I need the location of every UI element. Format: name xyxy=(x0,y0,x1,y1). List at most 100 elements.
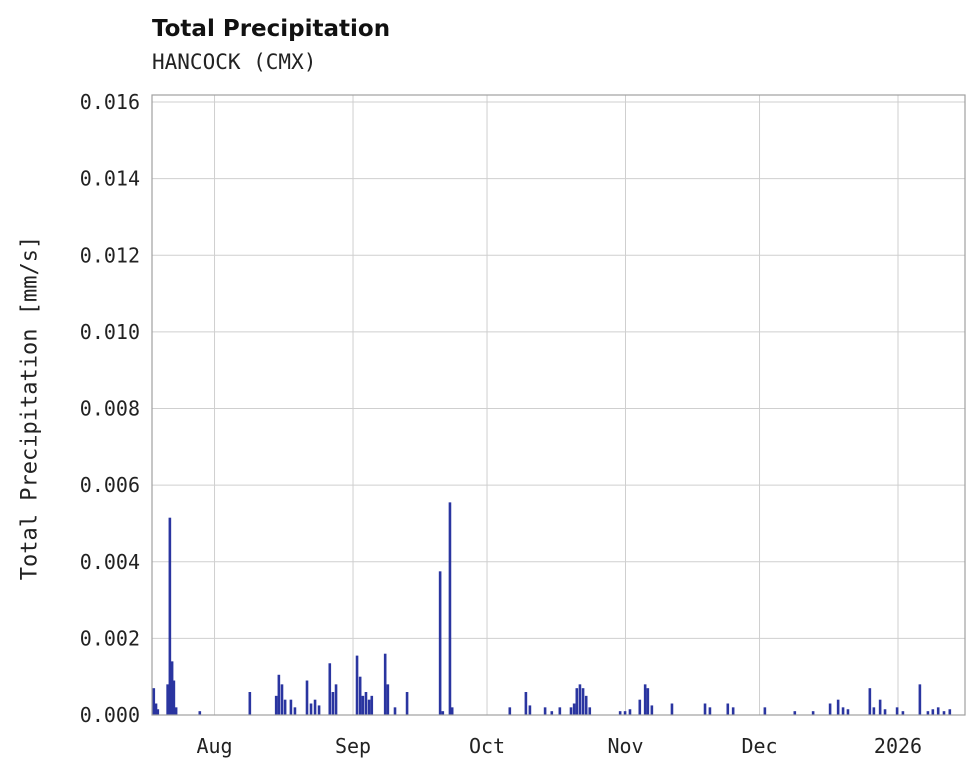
y-tick-label: 0.000 xyxy=(80,703,140,727)
precip-bar xyxy=(166,684,169,715)
precip-bar xyxy=(174,707,178,715)
precip-bar xyxy=(811,711,815,715)
precip-bar xyxy=(926,711,930,715)
y-tick-label: 0.002 xyxy=(80,626,140,650)
precip-bar xyxy=(283,699,287,715)
x-tick-label: Sep xyxy=(335,734,371,758)
plot-area xyxy=(152,95,965,715)
plot-border xyxy=(151,94,966,716)
precip-bar xyxy=(726,703,730,715)
precip-bar xyxy=(305,680,309,715)
precip-bar xyxy=(569,707,573,715)
y-tick-label: 0.010 xyxy=(80,320,140,344)
precip-bar xyxy=(152,688,156,715)
precip-bar xyxy=(628,709,632,715)
x-tick-label: Oct xyxy=(469,734,505,758)
precip-bar xyxy=(355,655,359,715)
precip-bar xyxy=(918,684,922,715)
precip-bar xyxy=(841,707,845,715)
precip-bar xyxy=(248,692,252,715)
x-tick-label: Nov xyxy=(607,734,643,758)
precip-bar xyxy=(572,703,576,715)
precip-bar xyxy=(836,699,840,715)
precip-bar xyxy=(328,663,332,715)
precip-bar xyxy=(828,703,832,715)
precip-bar xyxy=(550,711,554,715)
precip-bar xyxy=(367,699,371,715)
precip-bar xyxy=(584,695,588,715)
precip-bar xyxy=(543,707,547,715)
precip-bar xyxy=(309,703,313,715)
precip-bar xyxy=(386,684,390,715)
y-tick-label: 0.012 xyxy=(80,243,140,267)
precip-bar xyxy=(274,695,278,715)
y-tick-label: 0.016 xyxy=(80,90,140,114)
precip-bar xyxy=(154,703,158,715)
precip-bar xyxy=(383,653,387,715)
precip-bar xyxy=(575,688,579,715)
precip-bar xyxy=(438,571,442,715)
precip-bar xyxy=(405,692,409,715)
precip-bar xyxy=(931,709,935,715)
precip-bar xyxy=(578,684,582,715)
precip-bar xyxy=(508,707,512,715)
precip-bar xyxy=(277,674,281,715)
precip-bar xyxy=(156,709,160,715)
precip-bar xyxy=(895,707,899,715)
precip-bar xyxy=(878,699,882,715)
x-tick-label: Aug xyxy=(196,734,232,758)
precip-bar xyxy=(588,707,592,715)
precip-bar xyxy=(793,711,797,715)
precip-bar xyxy=(708,707,712,715)
precip-bar xyxy=(331,692,335,715)
precip-bar xyxy=(280,684,284,715)
precip-bar xyxy=(872,707,876,715)
precip-bar xyxy=(448,502,452,715)
precip-bar xyxy=(198,711,202,715)
precip-bar xyxy=(313,699,317,715)
precip-bar xyxy=(172,680,176,715)
precip-bar xyxy=(703,703,707,715)
precip-bar xyxy=(361,695,365,715)
precip-bar xyxy=(670,703,674,715)
precip-bar xyxy=(364,692,368,715)
y-tick-label: 0.004 xyxy=(80,550,140,574)
y-tick-label: 0.008 xyxy=(80,397,140,421)
precip-bar xyxy=(370,695,374,715)
precip-bar xyxy=(334,684,338,715)
precip-bar xyxy=(623,711,627,715)
precip-bar xyxy=(289,699,293,715)
precip-bar xyxy=(170,661,174,715)
precip-bar xyxy=(646,688,650,715)
precip-bar xyxy=(948,709,952,715)
y-tick-label: 0.014 xyxy=(80,167,140,191)
precip-bar xyxy=(293,707,297,715)
precip-bar xyxy=(528,705,532,715)
chart-title: Total Precipitation xyxy=(152,16,391,42)
precip-bar xyxy=(901,711,905,715)
precip-bar xyxy=(731,707,735,715)
precip-bar xyxy=(358,676,362,715)
precip-bar xyxy=(168,517,172,715)
precip-bar xyxy=(581,688,585,715)
precip-bar xyxy=(393,707,397,715)
precip-bar xyxy=(317,705,321,715)
precip-bar xyxy=(650,705,654,715)
chart-subtitle: HANCOCK (CMX) xyxy=(152,50,317,74)
precip-bar xyxy=(868,688,872,715)
precip-bar xyxy=(883,709,887,715)
y-tick-label: 0.006 xyxy=(80,473,140,497)
precip-bar xyxy=(558,707,562,715)
precip-bar xyxy=(441,711,445,715)
precip-bar xyxy=(618,711,622,715)
precip-bar xyxy=(638,699,642,715)
x-tick-label: Dec xyxy=(741,734,777,758)
precip-bar xyxy=(524,692,528,715)
precip-bar xyxy=(763,707,767,715)
precip-bar xyxy=(450,707,454,715)
precip-bar xyxy=(936,707,940,715)
precip-bar xyxy=(942,711,946,715)
precip-bar xyxy=(643,684,647,715)
